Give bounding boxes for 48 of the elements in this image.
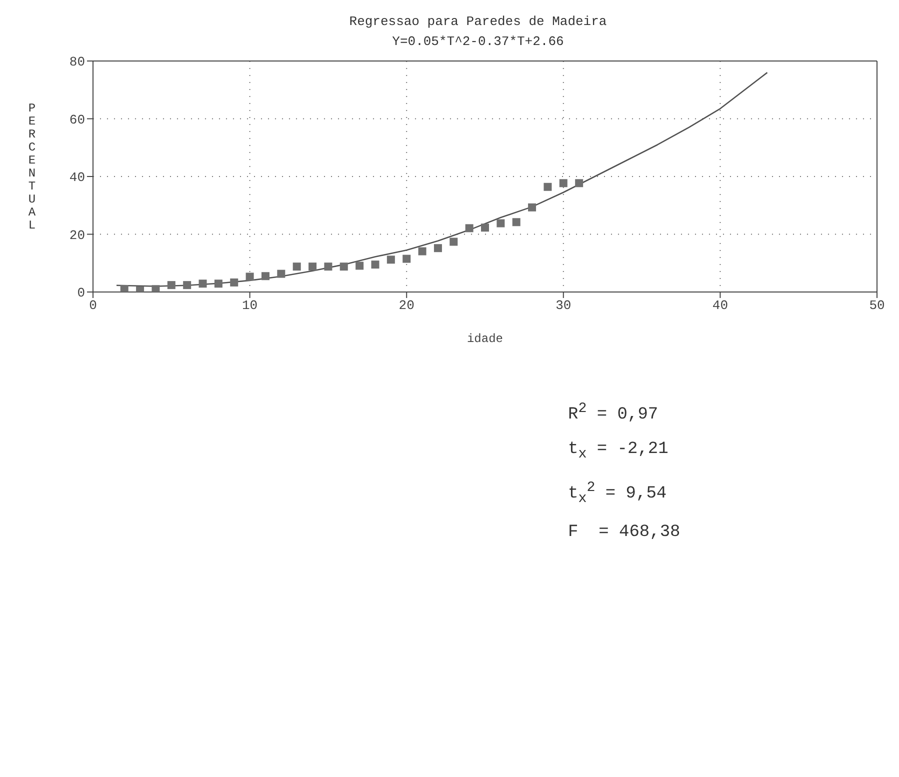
x-tick-label: 40 [712, 298, 728, 314]
x-tick-label: 10 [242, 298, 258, 314]
x-tick-label: 0 [89, 298, 97, 314]
point [559, 179, 568, 188]
point [575, 179, 584, 188]
y-tick-label: 0 [77, 286, 85, 301]
y-tick-label: 20 [69, 228, 85, 243]
point [450, 238, 458, 246]
point [512, 218, 520, 226]
x-tick-label: 30 [556, 298, 572, 314]
y-tick-label: 80 [69, 54, 85, 70]
text: PERCENTUAL [28, 102, 36, 232]
point [292, 262, 301, 271]
point [324, 262, 332, 271]
point [183, 281, 192, 290]
point [261, 272, 270, 280]
point [386, 256, 395, 264]
point [496, 219, 505, 228]
point [544, 182, 552, 191]
chart-title: Regressao para Paredes de Madeira [348, 13, 608, 31]
text: R$^{2}$ = 0,97 [568, 400, 660, 427]
point [214, 280, 222, 288]
chart-subtitle: Y=0.05*T^2-0.37*T+2.66 [391, 33, 565, 51]
text: t$_{x}$$^{2}$ = 9,54 [568, 479, 668, 510]
point [434, 244, 442, 252]
point [246, 272, 254, 281]
point [402, 254, 411, 263]
point [481, 224, 489, 232]
point [120, 285, 128, 292]
x-tick-label: 50 [869, 298, 885, 314]
point [418, 247, 426, 256]
point [152, 285, 160, 292]
point [356, 262, 364, 270]
point [230, 278, 238, 286]
point [277, 270, 286, 278]
point [528, 203, 536, 212]
x-tick-label: 20 [398, 298, 414, 314]
point [340, 262, 348, 271]
point [167, 281, 176, 290]
text: F = 468,38 [568, 522, 682, 544]
point [198, 280, 207, 288]
y-tick-label: 60 [69, 112, 85, 128]
point [371, 260, 380, 269]
y-tick-label: 40 [69, 170, 85, 186]
text: t$_{x}$ = -2,21 [568, 438, 670, 464]
x-axis-title: idade [466, 332, 504, 346]
point [465, 224, 474, 232]
point [308, 262, 317, 271]
